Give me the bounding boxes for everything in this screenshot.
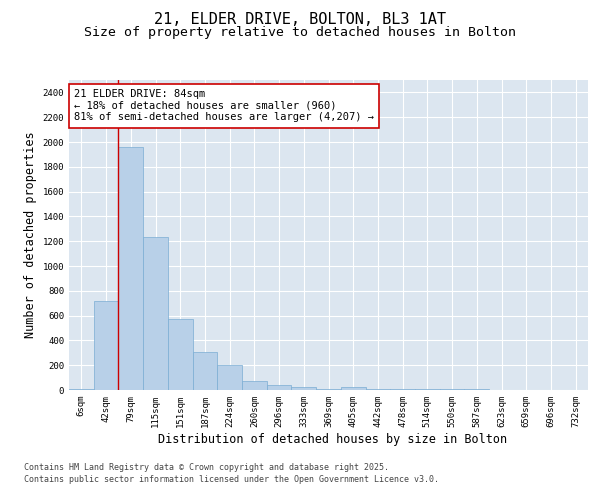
Bar [267,385,292,390]
Bar [193,352,217,390]
Y-axis label: Number of detached properties: Number of detached properties [24,132,37,338]
Text: 21, ELDER DRIVE, BOLTON, BL3 1AT: 21, ELDER DRIVE, BOLTON, BL3 1AT [154,12,446,28]
Bar [242,380,267,390]
Text: Size of property relative to detached houses in Bolton: Size of property relative to detached ho… [84,26,516,39]
Bar [143,237,168,390]
Bar [217,365,242,390]
Bar [118,147,143,390]
Bar [292,386,316,390]
Bar [168,318,193,390]
Text: 21 ELDER DRIVE: 84sqm
← 18% of detached houses are smaller (960)
81% of semi-det: 21 ELDER DRIVE: 84sqm ← 18% of detached … [74,90,374,122]
Text: Contains public sector information licensed under the Open Government Licence v3: Contains public sector information licen… [24,475,439,484]
Text: Distribution of detached houses by size in Bolton: Distribution of detached houses by size … [158,432,508,446]
Text: Contains HM Land Registry data © Crown copyright and database right 2025.: Contains HM Land Registry data © Crown c… [24,464,389,472]
Bar [341,386,365,390]
Bar [94,302,118,390]
Bar [69,389,94,390]
